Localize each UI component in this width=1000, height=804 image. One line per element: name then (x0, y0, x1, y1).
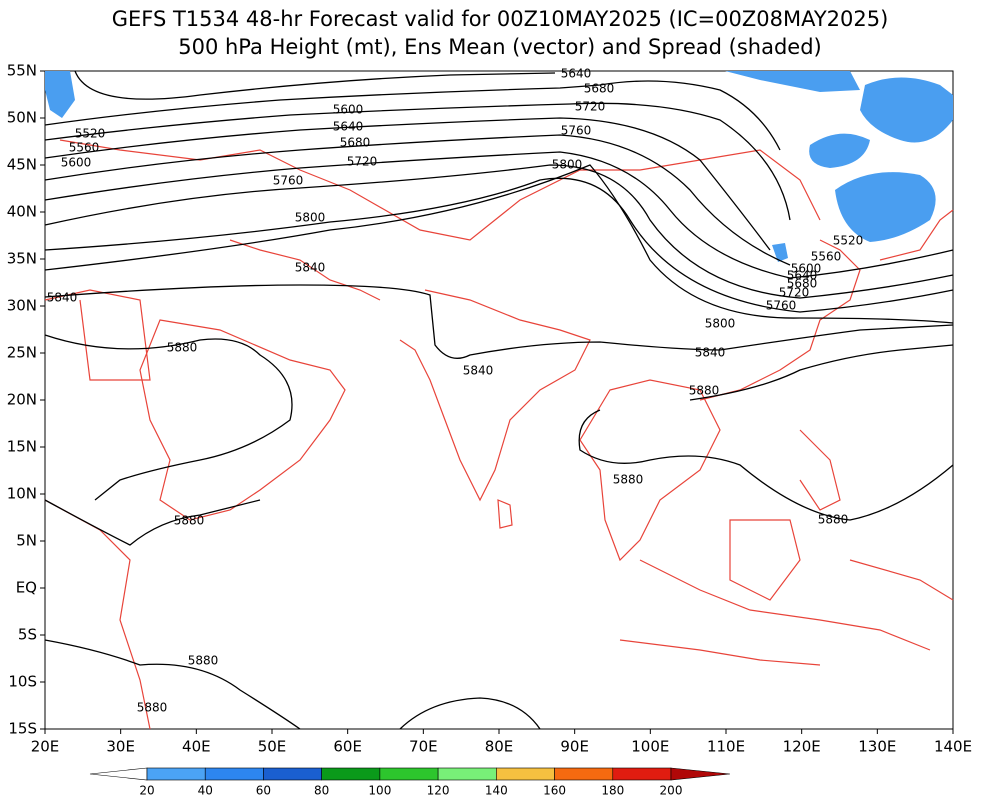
contour-label: 5760 (273, 174, 304, 188)
contour-labels: 5640 5680 5720 5760 5800 5600 5640 5680 … (47, 67, 864, 715)
contour-label: 5760 (561, 124, 592, 138)
contour-label: 5600 (333, 103, 364, 117)
lon-label: 80E (485, 738, 514, 756)
plot-frame (44, 70, 954, 730)
contour-label: 5560 (811, 250, 842, 264)
contour-label: 5520 (833, 234, 864, 248)
lon-label: 20E (31, 738, 60, 756)
lon-label: 30E (106, 738, 135, 756)
contour-label: 5880 (167, 341, 198, 355)
lat-label: 20N (7, 391, 37, 409)
colorbar-swatch (554, 767, 614, 781)
colorbar-swatch (263, 767, 322, 781)
contour-label: 5720 (779, 286, 810, 300)
colorbar-label: 160 (543, 784, 566, 798)
lat-label: 45N (7, 156, 37, 174)
colorbar-label: 120 (427, 784, 450, 798)
lon-label: 130E (858, 738, 896, 756)
colorbar-swatch (496, 767, 555, 781)
subtitle: 500 hPa Height (mt), Ens Mean (vector) a… (178, 35, 822, 59)
colorbar-swatch (146, 767, 206, 781)
contour-label: 5720 (347, 155, 378, 169)
contour-label: 5600 (791, 262, 822, 276)
contour-label: 5640 (787, 269, 818, 283)
colorbar-label: 140 (485, 784, 508, 798)
contour-label: 5640 (561, 67, 592, 81)
lon-label: 90E (560, 738, 589, 756)
contour-label: 5720 (575, 100, 606, 114)
axes: 55N 50N 45N 40N 35N 30N 25N 20N 15N 10N 5N EQ 5S 10S 1… (7, 62, 972, 756)
contour-label: 5760 (766, 299, 797, 313)
colorbar-end (89, 767, 148, 781)
contour-label: 5640 (333, 120, 364, 134)
lon-label: 50E (258, 738, 287, 756)
colorbar-label: 100 (368, 784, 391, 798)
colorbar-label: 20 (139, 784, 154, 798)
contour-label: 5880 (174, 514, 205, 528)
contour-label: 5840 (295, 261, 326, 275)
lat-label: 10N (7, 485, 37, 503)
contour-label: 5560 (69, 141, 100, 155)
lon-label: 100E (631, 738, 669, 756)
contour-label: 5840 (47, 291, 78, 305)
contour-label: 5840 (463, 364, 494, 378)
lat-label: 40N (7, 203, 37, 221)
lat-label: 5S (18, 626, 37, 644)
contour-label: 5840 (695, 346, 726, 360)
lat-label: 15N (7, 438, 37, 456)
colorbar: 20 40 60 80 100 120 140 160 180 200 (89, 767, 731, 798)
lat-label: 55N (7, 62, 37, 80)
lon-label: 60E (333, 738, 362, 756)
contour-label: 5880 (137, 701, 168, 715)
contour-label: 5880 (818, 513, 849, 527)
lat-label: 50N (7, 109, 37, 127)
height-contours (44, 70, 954, 730)
contour-label: 5520 (75, 127, 106, 141)
spread-shading (45, 71, 953, 262)
lat-label: 10S (8, 673, 37, 691)
lat-label: 35N (7, 250, 37, 268)
lon-label: 120E (783, 738, 821, 756)
lon-label: 140E (934, 738, 972, 756)
contour-label: 5800 (705, 317, 736, 331)
lat-label: 15S (8, 720, 37, 738)
lat-label: 25N (7, 344, 37, 362)
colorbar-swatch (437, 767, 497, 781)
contour-label: 5880 (613, 473, 644, 487)
colorbar-swatch (321, 767, 381, 781)
contour-label: 5800 (295, 211, 326, 225)
colorbar-swatch (379, 767, 439, 781)
contour-label: 5680 (584, 82, 615, 96)
lat-label: EQ (16, 579, 37, 597)
colorbar-end (670, 767, 731, 781)
contour-label: 5880 (188, 654, 219, 668)
lon-label: 70E (409, 738, 438, 756)
contour-label: 5680 (787, 277, 818, 291)
colorbar-label: 40 (198, 784, 213, 798)
lon-label: 40E (182, 738, 211, 756)
map-area: 5640 5680 5720 5760 5800 5600 5640 5680 … (44, 67, 954, 730)
colorbar-label: 60 (256, 784, 271, 798)
colorbar-swatch (204, 767, 264, 781)
colorbar-label: 80 (314, 784, 329, 798)
lat-label: 5N (16, 532, 37, 550)
lat-label: 30N (7, 297, 37, 315)
contour-label: 5600 (61, 156, 92, 170)
colorbar-label: 200 (660, 784, 683, 798)
contour-label: 5800 (552, 158, 583, 172)
colorbar-swatch (612, 767, 672, 781)
contour-label: 5880 (689, 384, 720, 398)
lon-label: 110E (707, 738, 745, 756)
colorbar-label: 180 (601, 784, 624, 798)
contour-label: 5680 (340, 136, 371, 150)
title: GEFS T1534 48-hr Forecast valid for 00Z1… (112, 7, 889, 31)
